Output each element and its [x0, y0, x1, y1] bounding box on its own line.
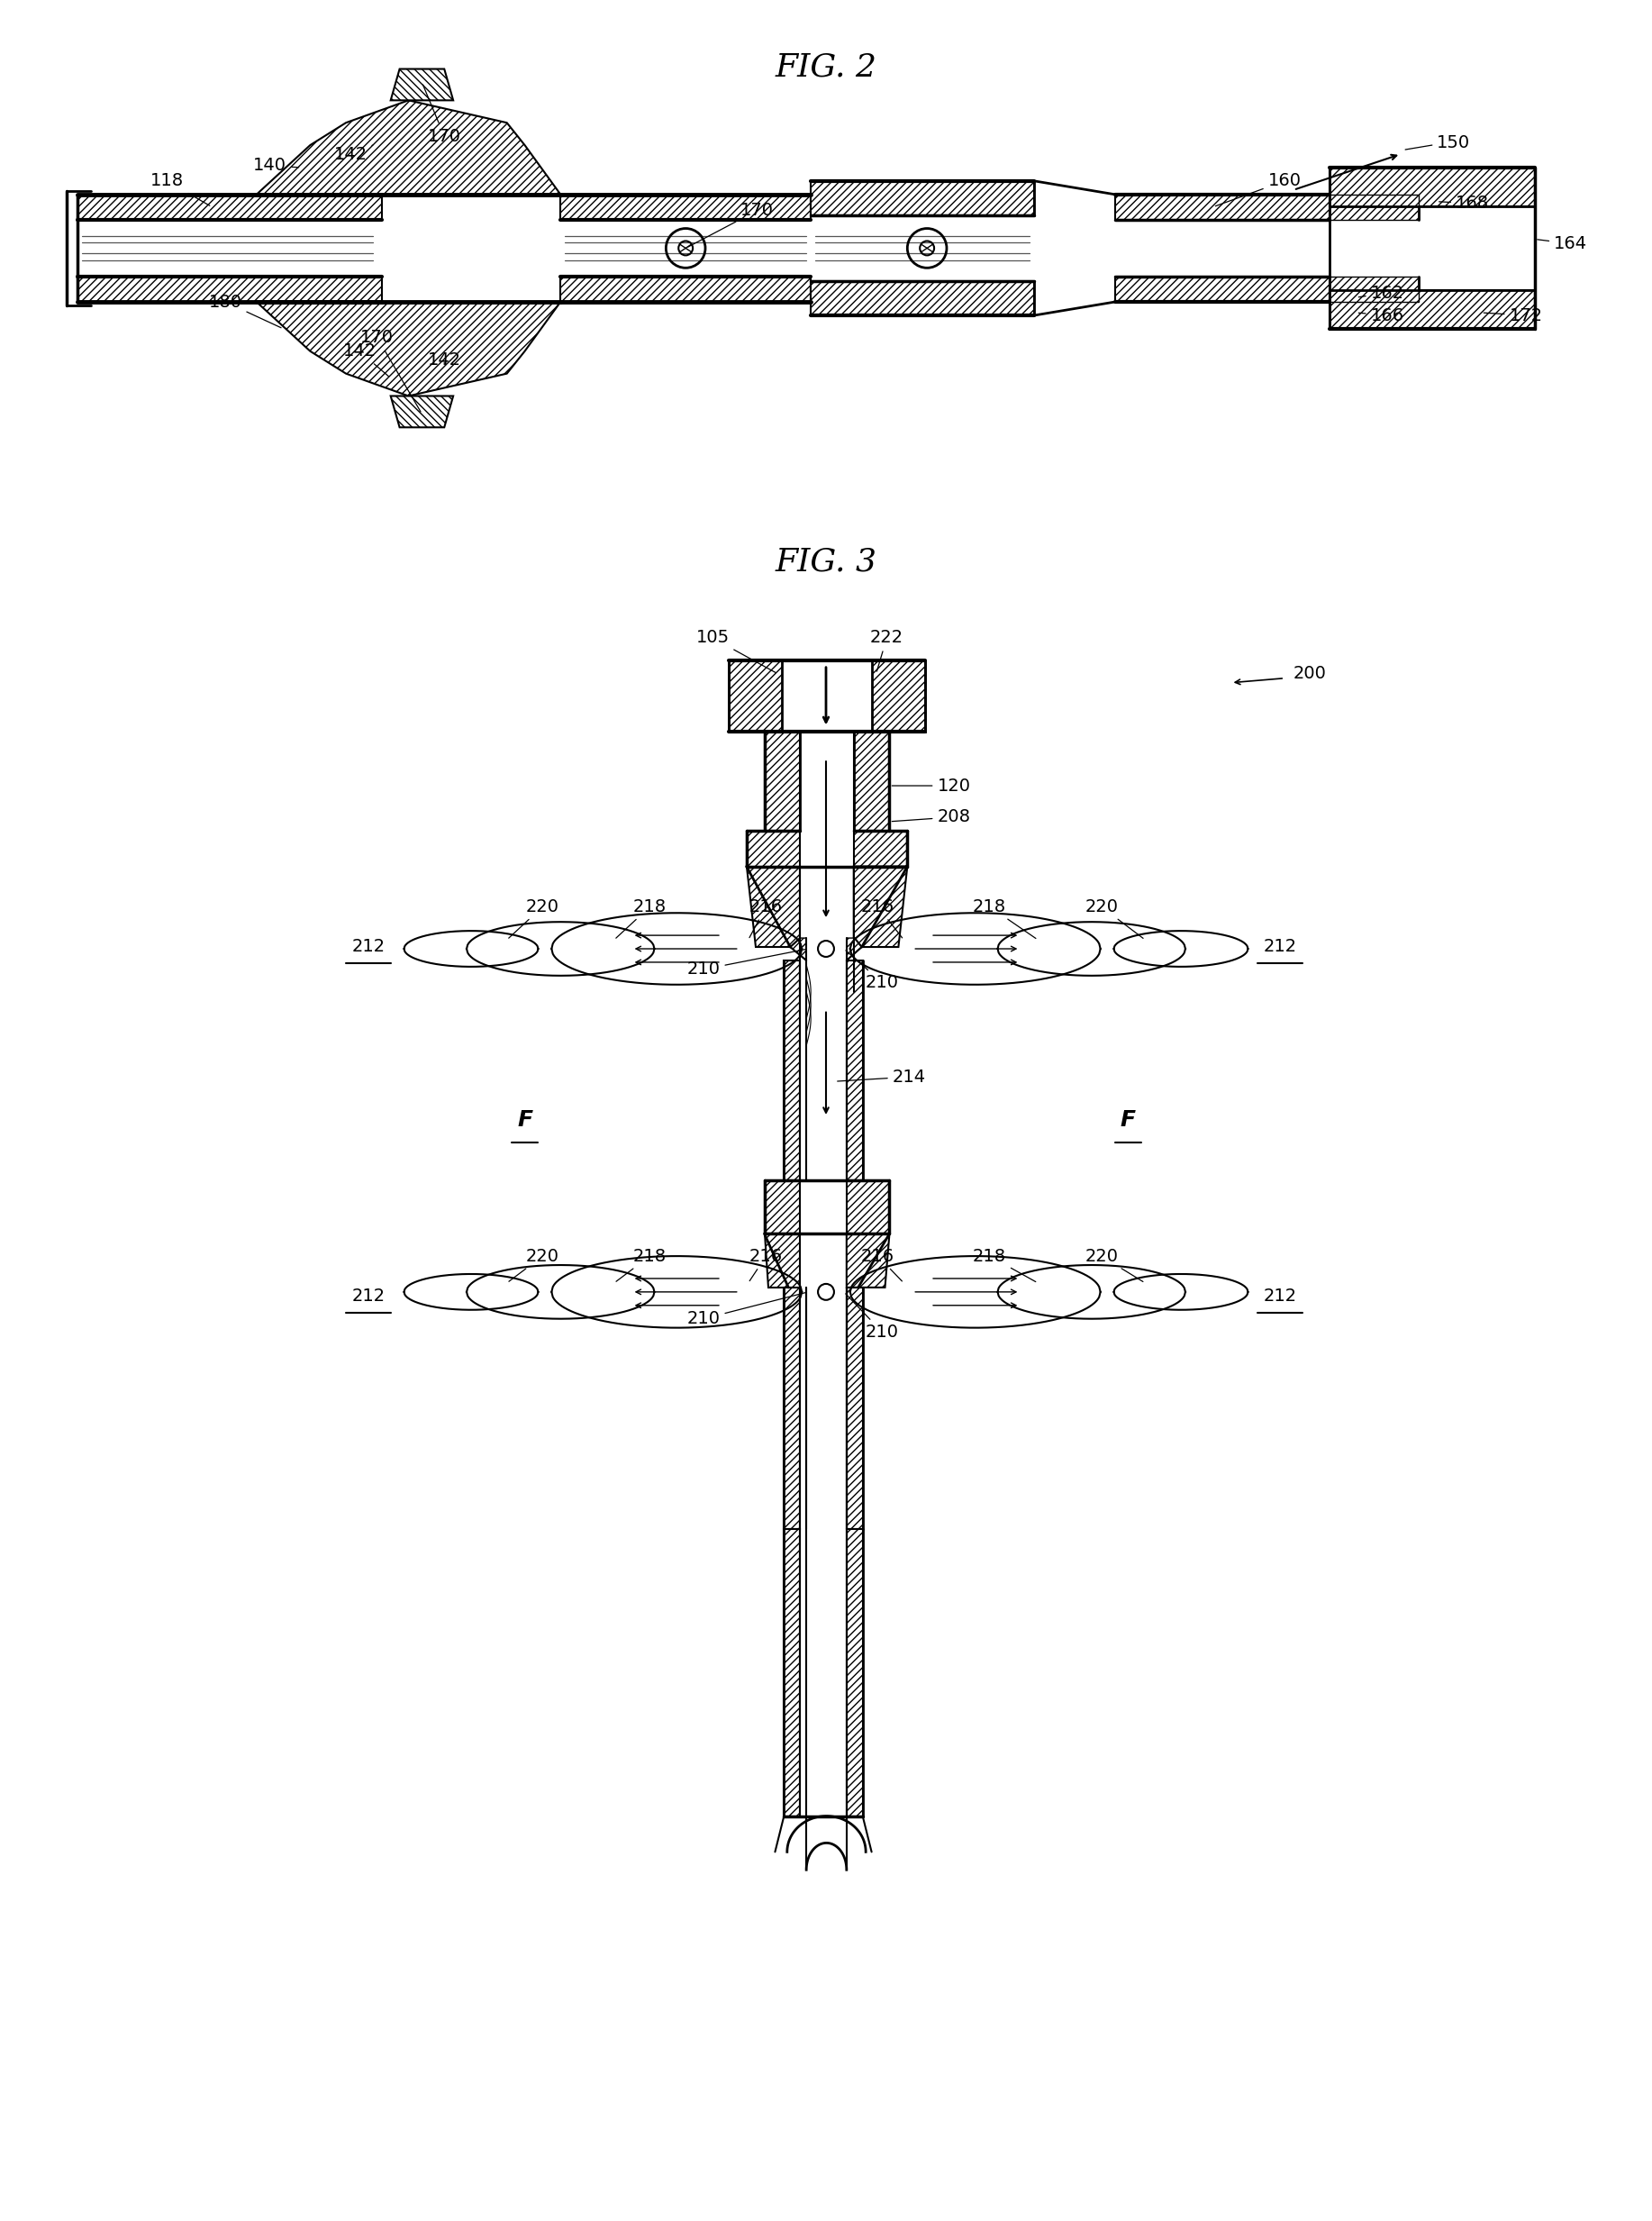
Text: 210: 210 [687, 1293, 806, 1328]
Polygon shape [729, 660, 925, 733]
Text: FIG. 2: FIG. 2 [775, 51, 877, 82]
Text: 220: 220 [509, 897, 560, 937]
Polygon shape [781, 660, 872, 733]
Text: 220: 220 [509, 1248, 560, 1282]
Polygon shape [390, 69, 453, 100]
Polygon shape [1330, 278, 1419, 302]
Text: 216: 216 [750, 897, 783, 937]
Polygon shape [846, 959, 862, 1179]
Text: 162: 162 [1358, 284, 1404, 302]
Text: 212: 212 [1264, 937, 1297, 955]
Polygon shape [1330, 167, 1535, 207]
Text: 212: 212 [352, 937, 385, 955]
Circle shape [818, 942, 834, 957]
Text: 118: 118 [150, 173, 210, 207]
Text: 180: 180 [208, 293, 281, 329]
Text: 218: 218 [616, 897, 667, 937]
Text: 212: 212 [1264, 1288, 1297, 1304]
Text: 210: 210 [687, 948, 806, 977]
Polygon shape [765, 1233, 800, 1288]
Text: 150: 150 [1437, 133, 1470, 151]
Text: 166: 166 [1358, 306, 1404, 324]
Polygon shape [854, 866, 907, 946]
Polygon shape [747, 831, 800, 866]
Text: 212: 212 [352, 1288, 385, 1304]
Text: 220: 220 [1085, 1248, 1143, 1282]
Polygon shape [256, 302, 560, 395]
Polygon shape [785, 959, 800, 1179]
Text: 170: 170 [423, 84, 461, 144]
Text: 218: 218 [973, 1248, 1036, 1282]
Text: 105: 105 [695, 629, 775, 673]
Text: 216: 216 [861, 1248, 902, 1282]
Text: 218: 218 [616, 1248, 667, 1282]
Polygon shape [78, 278, 382, 302]
Text: 142: 142 [334, 144, 373, 162]
Text: 170: 170 [360, 329, 421, 411]
Polygon shape [765, 733, 800, 831]
Polygon shape [1330, 291, 1535, 329]
Polygon shape [811, 180, 1034, 215]
Polygon shape [854, 831, 907, 866]
Polygon shape [765, 1179, 800, 1233]
Polygon shape [785, 1530, 800, 1817]
Text: 142: 142 [428, 351, 461, 369]
Polygon shape [1115, 195, 1330, 220]
Polygon shape [78, 195, 382, 220]
Polygon shape [785, 1288, 800, 1530]
Polygon shape [854, 733, 889, 831]
Text: 170: 170 [687, 202, 773, 247]
Text: 210: 210 [846, 951, 899, 991]
Text: 208: 208 [892, 808, 970, 826]
Polygon shape [256, 100, 560, 195]
Text: 140: 140 [253, 158, 299, 173]
Polygon shape [747, 866, 800, 946]
Polygon shape [560, 195, 811, 220]
Text: 120: 120 [892, 777, 970, 795]
Polygon shape [390, 395, 453, 426]
Text: 222: 222 [871, 629, 904, 671]
Polygon shape [846, 1288, 862, 1530]
Polygon shape [846, 1530, 862, 1817]
Text: 214: 214 [838, 1068, 925, 1086]
Text: F: F [1120, 1108, 1137, 1130]
Text: 216: 216 [861, 897, 902, 937]
Circle shape [818, 1284, 834, 1299]
Polygon shape [846, 937, 862, 959]
Text: 220: 220 [1085, 897, 1143, 937]
Text: 218: 218 [973, 897, 1036, 939]
Polygon shape [1330, 195, 1419, 220]
Text: 142: 142 [342, 342, 388, 375]
Polygon shape [811, 282, 1034, 315]
Text: 168: 168 [1439, 195, 1488, 211]
Polygon shape [560, 278, 811, 302]
Polygon shape [790, 937, 806, 959]
Text: 216: 216 [750, 1248, 783, 1282]
Polygon shape [1115, 278, 1330, 302]
Text: 200: 200 [1294, 664, 1327, 682]
Text: F: F [517, 1108, 532, 1130]
Text: 210: 210 [846, 1295, 899, 1341]
Text: 172: 172 [1483, 306, 1543, 324]
Text: FIG. 3: FIG. 3 [775, 546, 877, 577]
Polygon shape [846, 1233, 889, 1288]
Polygon shape [846, 1179, 889, 1233]
Text: 164: 164 [1538, 235, 1588, 253]
Text: 160: 160 [1216, 173, 1302, 207]
